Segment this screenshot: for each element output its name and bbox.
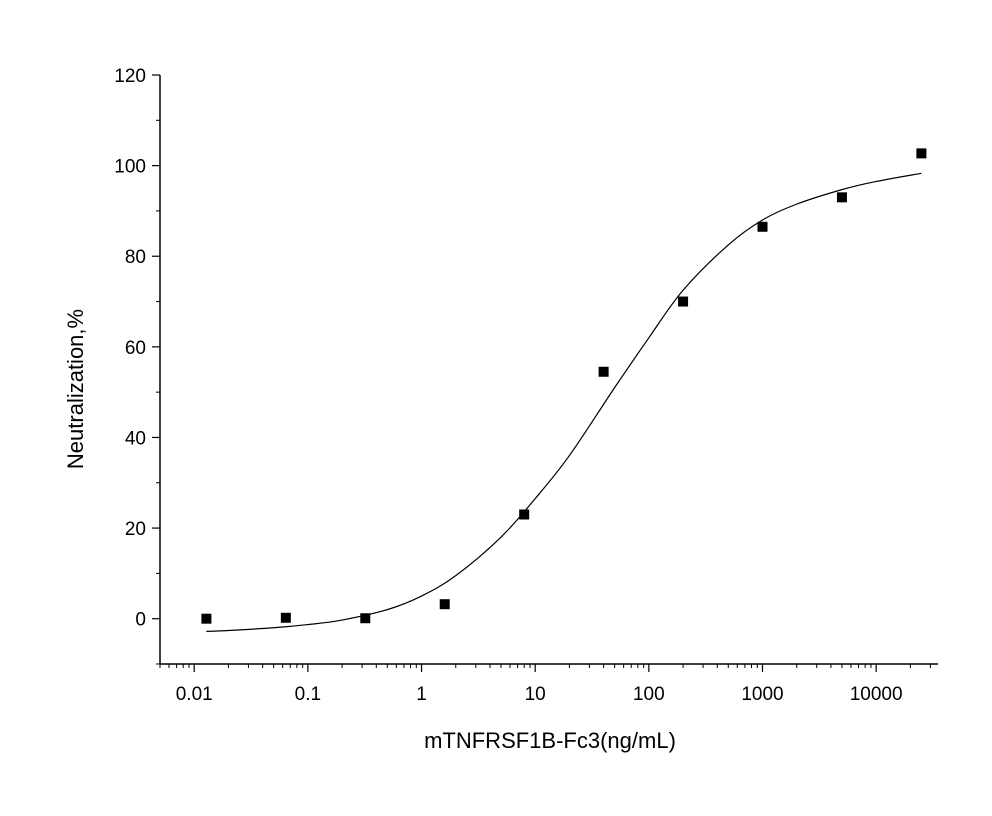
data-point	[519, 509, 530, 520]
x-tick-label: 100	[633, 684, 665, 705]
y-tick-label: 80	[125, 247, 146, 268]
data-point	[757, 221, 768, 232]
fitted-curve	[206, 172, 922, 632]
x-tick-label: 1	[416, 684, 427, 705]
x-axis-title: mTNFRSF1B-Fc3(ng/mL)	[424, 728, 676, 753]
y-tick-label: 100	[114, 157, 146, 178]
x-tick-label: 10	[525, 684, 546, 705]
data-point	[201, 613, 212, 624]
x-axis-ticks: 0.01 0.1 1 10 100 1000 10000	[159, 664, 931, 705]
data-point	[836, 192, 847, 203]
data-point	[916, 148, 927, 159]
axes	[159, 75, 938, 665]
y-tick-label: 0	[135, 610, 146, 631]
y-tick-label: 40	[125, 428, 146, 449]
y-tick-label: 60	[125, 338, 146, 359]
y-tick-label: 20	[125, 519, 146, 540]
x-tick-label: 10000	[850, 684, 903, 705]
data-point	[360, 613, 371, 624]
y-axis-ticks: 0 20 40 60 80 100 120	[114, 66, 160, 665]
y-axis-title: Neutralization,%	[63, 309, 88, 469]
data-point	[678, 296, 689, 307]
data-point	[439, 599, 450, 610]
plot-area	[201, 148, 927, 632]
x-tick-label: 0.1	[295, 684, 321, 705]
y-tick-label: 120	[114, 66, 146, 87]
x-tick-label: 1000	[741, 684, 783, 705]
x-tick-label: 0.01	[176, 684, 213, 705]
data-point	[280, 612, 291, 623]
data-point	[598, 366, 609, 377]
